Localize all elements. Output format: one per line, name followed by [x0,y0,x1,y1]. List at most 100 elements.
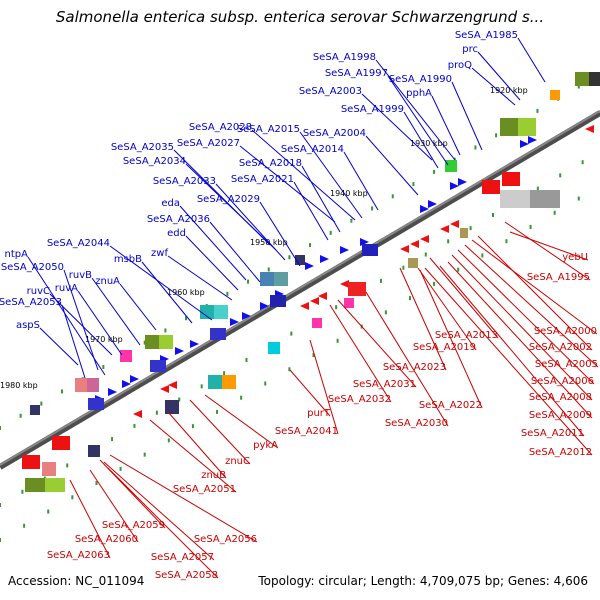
reverse-gene-arrow [420,235,429,243]
leader-line [167,411,227,479]
tick-mark [223,371,226,376]
reverse-gene-arrow [410,240,419,248]
leader-line [361,93,433,161]
reverse-gene-box [348,282,366,296]
gene-box [208,375,222,389]
tick-mark [61,389,64,394]
tick-mark [0,503,1,507]
gene-box [30,405,40,415]
leader-line [365,135,419,196]
tick-mark [216,409,219,414]
tick-mark [21,489,24,494]
gene-label: proQ [448,60,472,71]
leader-line [167,255,233,301]
tick-mark [143,340,146,345]
leader-line [329,304,392,403]
gene-label: msbB [114,254,142,265]
tick-mark [447,239,450,244]
gene-label: SeSA_A2012 [529,447,592,458]
forward-gene-arrow [420,205,429,213]
gene-label: SeSA_A1997 [325,68,388,79]
leader-line [337,299,417,388]
gene-label: ruvB [69,270,92,281]
leader-line [289,369,331,417]
tick-mark [408,296,411,301]
forward-gene-box [150,360,166,372]
gene-label: SeSA_A2000 [534,326,597,337]
tick-mark [577,84,580,89]
reverse-gene-arrow [300,302,309,310]
leader-line [179,205,247,281]
leader-line [447,261,593,419]
leader-line [431,95,461,156]
leader-line [457,249,595,385]
gene-box [200,305,214,319]
gene-box [260,272,274,286]
gene-label: SeSA_A2015 [237,124,300,135]
gene-label: SeSA_A1999 [341,104,404,115]
leader-line [471,67,516,106]
gene-label: SeSA_A2058 [155,570,218,581]
leader-line [517,37,546,83]
gene-label: SeSA_A2013 [435,330,498,341]
leader-line [61,304,86,379]
gene-label: yebU [562,252,588,263]
forward-gene-arrow [320,255,329,263]
gene-box [344,298,354,308]
gene-label: SeSA_A2050 [1,262,64,273]
gene-label: SeSA_A2053 [0,297,62,308]
forward-gene-arrow [242,312,251,320]
gene-box [550,90,560,100]
tick-mark [536,108,539,113]
reverse-gene-arrow [318,292,327,300]
forward-gene-arrow [520,140,529,148]
reverse-gene-arrow [133,410,142,418]
gene-label: SeSA_A2008 [529,392,592,403]
gene-label: SeSA_A2035 [111,142,174,153]
leader-line [189,399,251,465]
leader-line [103,461,215,561]
tick-mark [529,224,532,229]
gene-label: SeSA_A2051 [173,484,236,495]
gene-label: SeSA_A2063 [47,550,110,561]
tick-mark [559,173,562,178]
gene-label: ruvA [55,283,78,294]
forward-gene-arrow [130,375,139,383]
tick-mark [309,243,312,248]
tick-mark [178,397,181,402]
leader-line [375,59,456,161]
kbp-tick-label: 1970 kbp [85,335,123,344]
tick-mark [133,423,136,428]
tick-mark [469,226,472,231]
reverse-gene-box [482,180,500,194]
tick-mark [240,395,243,400]
tick-mark [19,413,22,418]
tick-mark [577,196,580,201]
gene-label: ntpA [5,249,29,260]
tick-mark [23,523,26,528]
tick-mark [164,328,167,333]
reverse-gene-arrow [160,385,169,393]
gene-label: SeSA_A2044 [47,238,110,249]
leader-line [259,201,301,267]
forward-gene-arrow [260,302,269,310]
tick-mark [433,281,436,286]
forward-gene-arrow [458,178,467,186]
tick-mark [47,509,50,514]
leader-line [149,419,237,493]
gene-label: SeSA_A2059 [102,520,165,531]
gene-label: SeSA_A2027 [177,138,240,149]
leader-line [451,254,593,401]
leader-line [309,339,339,435]
gene-label: SeSA_A2034 [123,156,186,167]
reverse-gene-box [52,436,70,450]
gene-label: SeSA_A2006 [531,376,594,387]
gene-label: SeSA_A2057 [151,552,214,563]
gene-label: SeSA_A2036 [147,214,210,225]
forward-gene-arrow [175,347,184,355]
gene-label: SeSA_A2019 [413,342,476,353]
tick-mark [384,310,387,315]
gene-box [460,228,468,238]
leader-line [77,290,123,356]
gene-label: SeSA_A2014 [281,144,344,155]
